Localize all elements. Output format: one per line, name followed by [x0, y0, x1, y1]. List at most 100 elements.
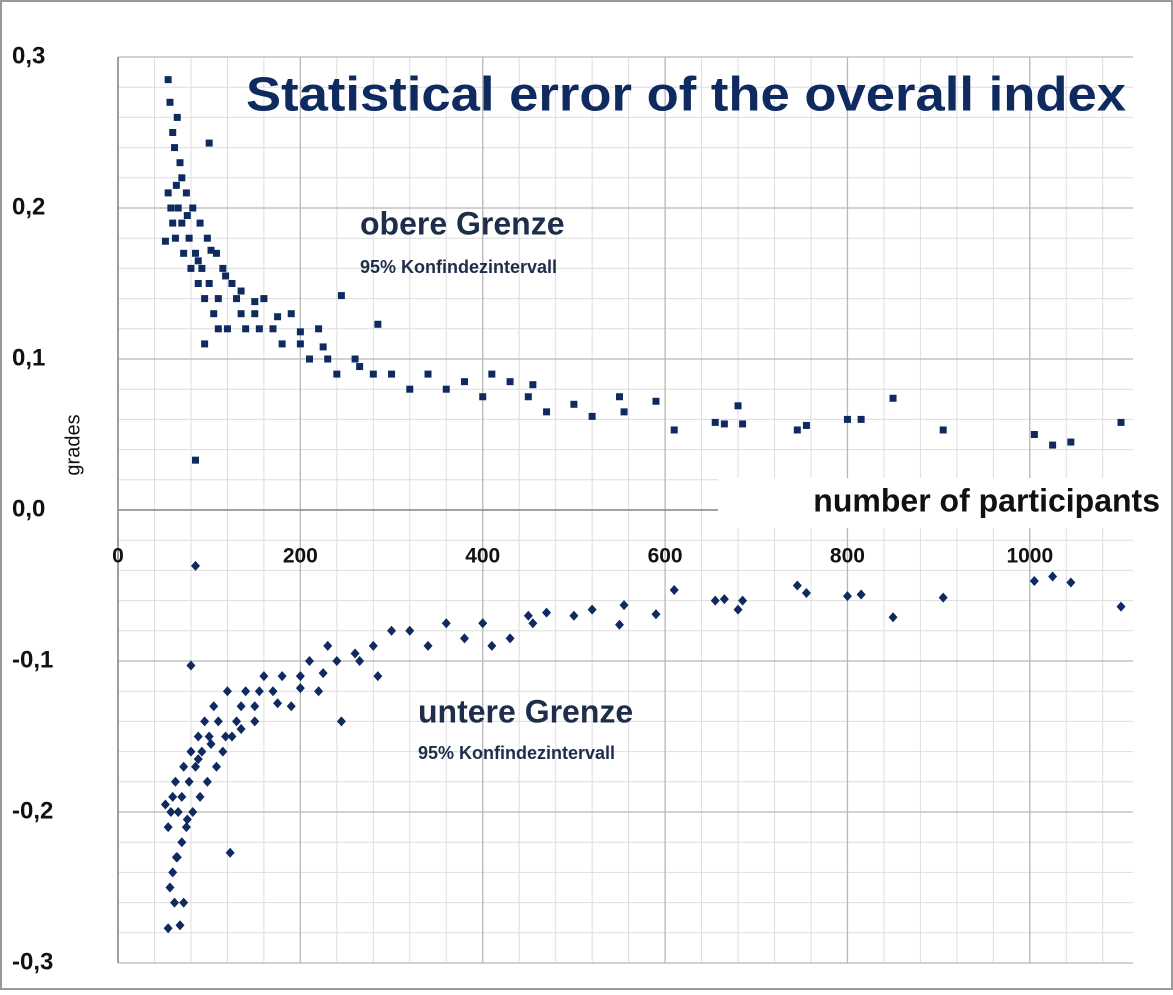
point: [251, 298, 259, 306]
point: [179, 761, 189, 772]
point: [369, 370, 377, 378]
point: [209, 701, 219, 712]
point: [180, 249, 188, 257]
point: [260, 295, 268, 303]
point: [184, 776, 194, 787]
point: [479, 393, 487, 401]
point: [543, 408, 551, 416]
annotation: 95% Konfindezintervall: [418, 743, 615, 763]
point: [166, 98, 174, 106]
annotation: obere Grenze: [360, 205, 565, 241]
x-axis-label: number of participants: [813, 482, 1160, 518]
point: [242, 325, 250, 333]
point: [719, 594, 729, 605]
point: [619, 600, 629, 611]
point: [524, 393, 532, 401]
point: [182, 189, 190, 197]
point: [188, 807, 198, 817]
point: [406, 385, 414, 393]
point: [205, 139, 213, 147]
point: [179, 897, 189, 908]
point: [355, 656, 365, 666]
point: [163, 923, 173, 934]
point: [202, 776, 212, 787]
point: [670, 426, 678, 434]
point: [205, 280, 213, 287]
point: [212, 249, 220, 257]
point: [488, 370, 496, 378]
point: [198, 264, 206, 272]
point: [323, 640, 333, 651]
point: [528, 618, 538, 629]
point: [652, 397, 660, 405]
point: [570, 400, 578, 408]
x-tick-label: 1000: [1006, 545, 1053, 568]
point: [206, 739, 216, 750]
point: [171, 852, 181, 863]
point: [191, 560, 201, 571]
point: [277, 671, 287, 682]
point: [269, 325, 277, 333]
point: [176, 159, 184, 167]
point: [191, 761, 201, 772]
point: [225, 847, 235, 858]
point: [171, 234, 179, 242]
x-tick-label: 600: [648, 545, 683, 568]
point: [1030, 431, 1038, 438]
x-label-background: [718, 478, 1168, 528]
point: [160, 799, 170, 810]
point: [211, 761, 221, 772]
point: [181, 822, 191, 833]
point: [187, 264, 195, 272]
point: [373, 671, 383, 682]
point: [183, 212, 191, 220]
point: [173, 113, 181, 121]
point: [336, 716, 346, 727]
point: [219, 264, 227, 272]
point: [164, 76, 172, 84]
point: [423, 640, 433, 651]
point: [857, 415, 865, 423]
point: [460, 378, 468, 386]
point: [710, 595, 720, 606]
point: [223, 325, 231, 333]
point: [189, 204, 197, 212]
point: [1048, 571, 1058, 582]
point: [337, 292, 345, 300]
y-axis-label: grades: [62, 414, 84, 475]
point: [888, 612, 898, 623]
point: [304, 656, 314, 666]
point: [174, 204, 182, 212]
point: [164, 189, 172, 197]
point: [197, 746, 207, 757]
point: [165, 882, 175, 893]
point: [167, 204, 175, 212]
point: [207, 246, 215, 254]
y-tick-label: 0,0: [12, 495, 45, 522]
point: [221, 731, 231, 742]
point: [192, 456, 200, 464]
point: [169, 129, 177, 136]
point: [201, 295, 209, 303]
point: [856, 589, 866, 600]
point: [200, 716, 210, 727]
point: [171, 144, 179, 152]
point: [1117, 418, 1125, 426]
point: [801, 588, 811, 599]
point: [487, 640, 497, 651]
point: [711, 418, 719, 426]
point: [178, 219, 186, 227]
point: [170, 776, 180, 787]
point: [388, 370, 396, 378]
point: [236, 723, 246, 734]
point: [194, 280, 202, 287]
point: [222, 686, 232, 697]
point: [259, 671, 269, 682]
point: [222, 272, 230, 280]
point: [616, 393, 623, 401]
point: [939, 426, 947, 434]
point: [168, 791, 178, 802]
point: [733, 604, 743, 615]
point: [587, 604, 597, 615]
